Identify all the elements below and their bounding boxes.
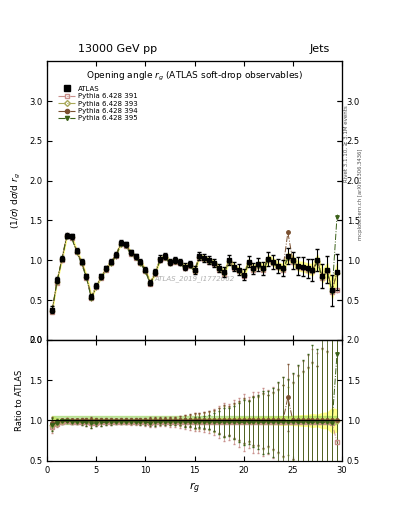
Text: Jets: Jets	[310, 44, 330, 54]
Y-axis label: $(1/\sigma)$ d$\sigma$/d $r_g$: $(1/\sigma)$ d$\sigma$/d $r_g$	[10, 172, 24, 229]
Text: mcplots.cern.ch [arXiv:1306.3436]: mcplots.cern.ch [arXiv:1306.3436]	[358, 149, 363, 240]
Text: 13000 GeV pp: 13000 GeV pp	[78, 44, 158, 54]
Text: Opening angle $r_g$ (ATLAS soft-drop observables): Opening angle $r_g$ (ATLAS soft-drop obs…	[86, 70, 303, 83]
Text: ATLAS_2019_I1772062: ATLAS_2019_I1772062	[154, 275, 235, 282]
Y-axis label: Ratio to ATLAS: Ratio to ATLAS	[15, 370, 24, 431]
Legend: ATLAS, Pythia 6.428 391, Pythia 6.428 393, Pythia 6.428 394, Pythia 6.428 395: ATLAS, Pythia 6.428 391, Pythia 6.428 39…	[57, 84, 139, 123]
Text: Rivet 3.1.10, ≥ 3.1M events: Rivet 3.1.10, ≥ 3.1M events	[344, 105, 349, 182]
X-axis label: $r_g$: $r_g$	[189, 480, 200, 496]
